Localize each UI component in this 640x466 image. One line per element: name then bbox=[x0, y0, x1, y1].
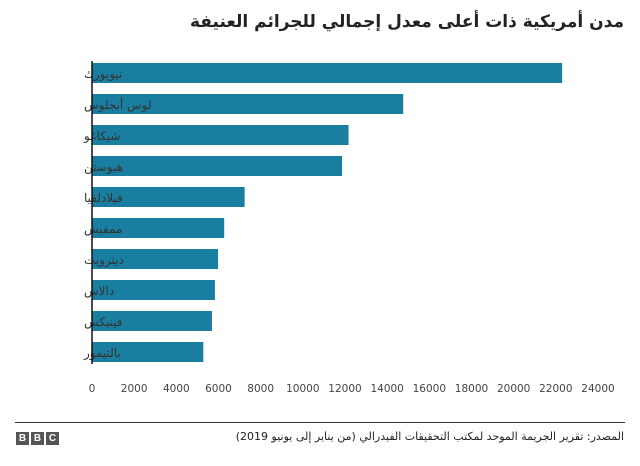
x-tick-label: 6000 bbox=[205, 383, 232, 395]
x-tick-label: 2000 bbox=[121, 383, 148, 395]
bbc-logo-letter: B bbox=[31, 432, 44, 445]
x-tick-label: 20000 bbox=[497, 383, 530, 395]
bar bbox=[92, 342, 204, 362]
chart-title: مدن أمريكية ذات أعلى معدل إجمالي للجرائم… bbox=[190, 12, 624, 32]
category-label: ديترويت bbox=[84, 253, 124, 268]
bar bbox=[92, 63, 563, 83]
bbc-logo: B B C bbox=[16, 432, 59, 445]
footer-divider bbox=[15, 422, 625, 423]
category-label: ممفيس bbox=[84, 222, 122, 237]
category-label: بالتيمور bbox=[83, 346, 121, 361]
x-tick-label: 18000 bbox=[455, 383, 488, 395]
category-label: هيوستن bbox=[84, 160, 123, 175]
x-tick-label: 4000 bbox=[163, 383, 190, 395]
category-label: فينيكس bbox=[84, 315, 123, 330]
bar bbox=[92, 280, 215, 300]
x-tick-label: 0 bbox=[89, 383, 96, 395]
category-label: فيلادلفيا bbox=[84, 191, 123, 205]
x-tick-label: 10000 bbox=[286, 383, 319, 395]
category-label: شيكاغو bbox=[83, 129, 120, 144]
bar bbox=[92, 249, 219, 269]
x-tick-label: 14000 bbox=[370, 383, 403, 395]
x-tick-label: 22000 bbox=[539, 383, 572, 395]
x-tick-label: 24000 bbox=[581, 383, 614, 395]
x-tick-label: 16000 bbox=[413, 383, 446, 395]
bar bbox=[92, 218, 225, 238]
bar bbox=[92, 125, 349, 145]
bar bbox=[92, 311, 212, 331]
category-label: دالاس bbox=[84, 284, 114, 299]
bar bbox=[92, 187, 245, 207]
category-label: نيويورك bbox=[84, 67, 122, 82]
bar bbox=[92, 94, 404, 114]
x-tick-label: 8000 bbox=[247, 383, 274, 395]
bar-chart: نيويورك لوس أنجلوس شيكاغو هيوستن فيلادلفيا مم… bbox=[83, 61, 615, 395]
x-tick-label: 12000 bbox=[328, 383, 361, 395]
bbc-logo-letter: B bbox=[16, 432, 29, 445]
category-label: لوس أنجلوس bbox=[84, 97, 152, 113]
bbc-logo-letter: C bbox=[46, 432, 59, 445]
source-note: المصدر: تقرير الجريمة الموحد لمكتب التحق… bbox=[235, 430, 624, 443]
bar bbox=[92, 156, 343, 176]
